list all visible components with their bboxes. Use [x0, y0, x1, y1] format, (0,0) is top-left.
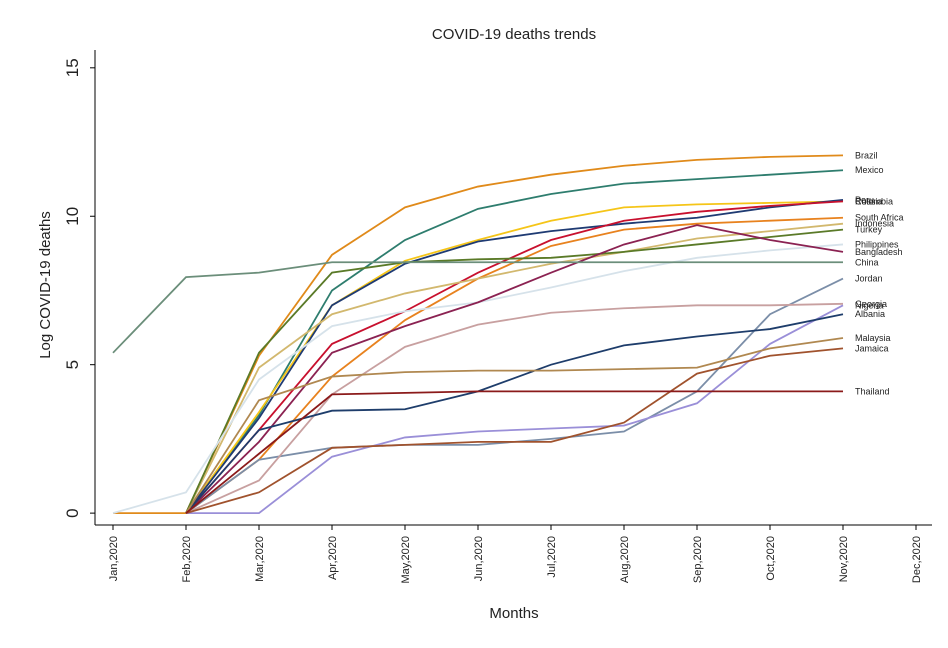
series-line [185, 200, 844, 514]
x-tick-label: Sep,2020 [692, 536, 704, 583]
series-label: Jordan [855, 274, 883, 284]
x-axis-title: Months [489, 605, 538, 622]
x-tick-label: Nov,2020 [838, 536, 850, 582]
x-tick-label: Apr,2020 [327, 536, 339, 580]
series-label: Brazil [855, 150, 878, 160]
series-line [185, 347, 844, 514]
series-line [185, 228, 844, 514]
series-label: Colombia [855, 196, 893, 206]
series-label: Russia [855, 196, 883, 206]
series-line [185, 222, 844, 514]
series-label: Peru [855, 195, 874, 205]
series-label: Jamaica [855, 343, 889, 353]
x-tick-label: Jul,2020 [546, 536, 558, 578]
series-line [185, 313, 844, 514]
series-label: China [855, 257, 879, 267]
x-tick-label: Aug,2020 [619, 536, 631, 583]
series-label: Turkey [855, 225, 883, 235]
series-line [185, 337, 844, 514]
series-label: Malaysia [855, 333, 891, 343]
series-label: Nigeria [855, 300, 884, 310]
y-tick-label: 0 [63, 508, 82, 517]
series-line [185, 302, 844, 514]
x-tick-label: Oct,2020 [765, 536, 777, 581]
y-axis-title: Log COVID-19 deaths [37, 211, 54, 359]
series-label: Bangladesh [855, 247, 903, 257]
series-line [185, 200, 844, 514]
x-tick-label: Mar,2020 [254, 536, 266, 582]
y-tick-label: 10 [63, 207, 82, 226]
series-label: Thailand [855, 386, 890, 396]
series-line [186, 304, 844, 515]
series-label: South Africa [855, 213, 904, 223]
series-line [185, 199, 844, 514]
series-label: Philippines [855, 239, 899, 249]
x-tick-label: May,2020 [400, 536, 412, 584]
x-tick-label: Dec,2020 [911, 536, 923, 583]
series-line [112, 261, 843, 354]
y-tick-label: 5 [63, 360, 82, 369]
series-line [185, 390, 843, 514]
x-tick-label: Jan,2020 [108, 536, 120, 581]
series-label: Albania [855, 309, 885, 319]
x-tick-label: Feb,2020 [181, 536, 193, 582]
series-label: Mexico [855, 165, 884, 175]
chart-title: COVID-19 deaths trends [432, 26, 596, 43]
series-line [185, 224, 844, 514]
series-label: Indonesia [855, 219, 894, 229]
x-tick-label: Jun,2020 [473, 536, 485, 581]
y-tick-label: 15 [63, 58, 82, 77]
series-label: Georgia [855, 299, 887, 309]
